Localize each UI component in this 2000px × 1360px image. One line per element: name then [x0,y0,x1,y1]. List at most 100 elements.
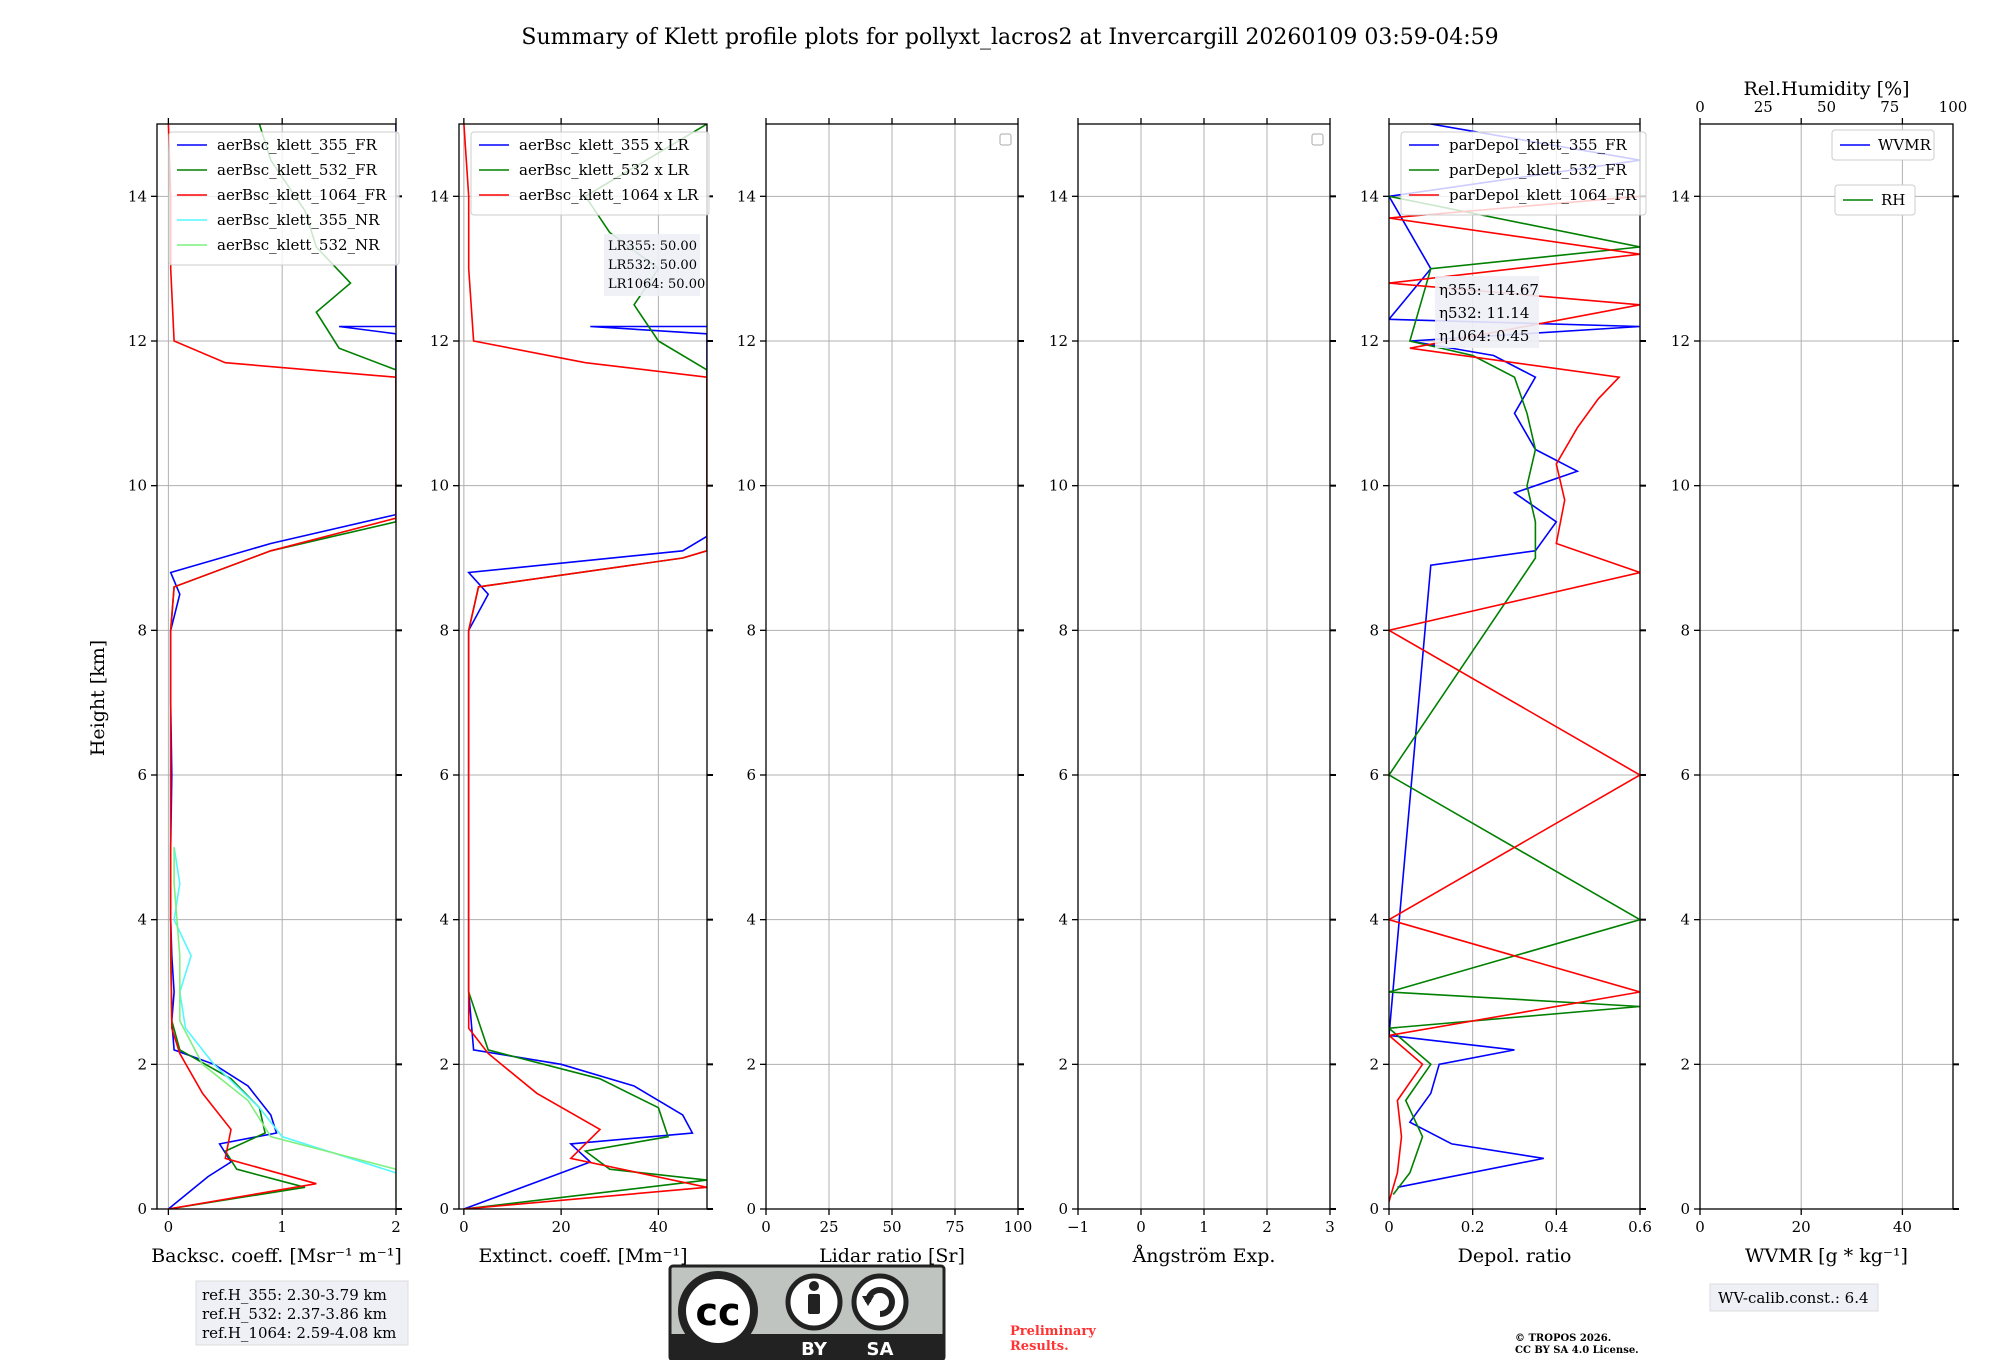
axes-frame [458,123,708,1210]
panel-depol: 0 2 4 6 8 10 12 14 0 0.2 0.4 0.6 Depol. ratio parDepo… [1360,118,1652,1267]
x-axis-label: Lidar ratio [Sr] [819,1245,965,1267]
y-tick-label: 6 [137,766,147,784]
top-x-tick-label: 75 [1880,98,1899,116]
y-tick-label: 0 [137,1200,147,1218]
y-tick-label: 0 [1058,1200,1068,1218]
legend-box [1834,184,1916,216]
y-tick-label: 14 [1671,187,1690,205]
x-tick-label: 20 [552,1218,571,1236]
x-tick-label: 0 [1695,1218,1705,1236]
y-tick-label: 6 [439,766,449,784]
legend-entry: aerBsc_klett_355 x LR [519,136,690,154]
ref-heights-box: ref.H_355: 2.30-3.79 km ref.H_532: 2.37-… [195,1280,409,1346]
y-tick-label: 8 [1058,621,1068,639]
y-tick-label: 12 [128,332,147,350]
y-tick-label: 2 [746,1055,756,1073]
y-tick-label: 4 [439,911,449,929]
x-tick-label: 1 [277,1218,287,1236]
x-tick-label: 0 [1136,1218,1146,1236]
eta-annotation-text: η355: 114.67 [1439,281,1539,299]
series-line-aerBsc_klett_355 x LR [463,325,707,1209]
lr-annotation-text: LR532: 50.00 [608,258,697,273]
wv-calib-bg [1709,1283,1879,1312]
x-tick-label: 0 [1384,1218,1394,1236]
series-line-aerBsc_klett_1064 x LR [463,124,707,1209]
y-tick-label: 8 [137,621,147,639]
x-tick-label: 40 [649,1218,668,1236]
eta-annotation-box [1435,276,1539,348]
x-tick-label: 0 [164,1218,174,1236]
y-tick-label: 10 [128,477,147,495]
axes-frame [156,123,397,1210]
y-tick-label: 10 [1049,477,1068,495]
axes-frame [1388,123,1641,1210]
y-tick-label: 4 [1058,911,1068,929]
legend-box [470,131,710,216]
lr-annotation-box [604,234,700,296]
sa-arrow-head [862,1296,874,1306]
ref-heights-bg [195,1280,409,1346]
y-tick-label: 6 [746,766,756,784]
top-x-tick-label: 100 [1939,98,1968,116]
y-tick-label: 0 [1680,1200,1690,1218]
series-group [167,124,396,1209]
legend-box [1831,129,1935,161]
eta-annotation-text: η532: 11.14 [1439,304,1529,322]
x-axis-label: Extinct. coeff. [Mm⁻¹] [478,1245,687,1267]
y-tick-label: 4 [137,911,147,929]
by-person-head [809,1281,819,1291]
y-axis-label: Height [km] [87,640,109,756]
legend-entry: parDepol_klett_532_FR [1449,161,1627,179]
series-line-aerBsc_klett_1064_FR [167,124,396,1209]
ref-height-532: ref.H_532: 2.37-3.86 km [202,1305,387,1323]
y-tick-label: 2 [1680,1055,1690,1073]
x-tick-label: 0 [761,1218,771,1236]
empty-legend-box [1311,133,1324,146]
lr-annotation-text: LR355: 50.00 [608,239,697,254]
series-line-parDepol_klett_532_FR [1389,195,1640,1195]
series-line-parDepol_klett_1064_FR [1389,195,1640,1203]
x-tick-label: 0.2 [1461,1218,1485,1236]
y-tick-label: 14 [1049,187,1068,205]
y-tick-label: 0 [746,1200,756,1218]
y-tick-label: 14 [737,187,756,205]
preliminary-line-2: Results. [1010,1339,1069,1354]
wv-calib-text: WV-calib.const.: 6.4 [1718,1289,1869,1307]
y-tick-label: 10 [430,477,449,495]
legend-box [1400,131,1647,216]
lr-annotation-text: LR1064: 50.00 [608,277,705,292]
sa-arrow-arc [865,1287,895,1317]
y-tick-label: 8 [439,621,449,639]
x-axis-label: Backsc. coeff. [Msr⁻¹ m⁻¹] [151,1245,402,1267]
ref-height-355: ref.H_355: 2.30-3.79 km [202,1286,387,1304]
x-tick-label: 2 [1262,1218,1272,1236]
y-tick-label: 6 [1369,766,1379,784]
y-tick-label: 4 [746,911,756,929]
x-tick-label: 0.6 [1628,1218,1652,1236]
legend-entry: WVMR [1878,136,1932,154]
x-tick-label: 3 [1325,1218,1335,1236]
legend-entry: aerBsc_klett_532_FR [217,161,377,179]
legend-entry: aerBsc_klett_1064 x LR [519,186,699,204]
axes-frame [1699,123,1954,1210]
panel-wv: 0 2 4 6 8 10 12 14 0 20 40 WVMR [g * kg⁻¹] 0 25 50 75 10… [1671,78,1967,1267]
y-tick-label: 14 [1360,187,1379,205]
x-tick-label: 0.4 [1544,1218,1568,1236]
copyright-line-2: CC BY SA 4.0 License. [1515,1345,1639,1356]
by-person-body [808,1294,820,1314]
y-tick-label: 10 [1360,477,1379,495]
x-tick-label: 75 [945,1218,964,1236]
legend-entry: parDepol_klett_1064_FR [1449,186,1637,204]
top-x-tick-label: 0 [1695,98,1705,116]
y-tick-label: 0 [439,1200,449,1218]
series-line-aerBsc_klett_355_NR [173,847,396,1174]
legend-entry: aerBsc_klett_532 x LR [519,161,690,179]
y-tick-label: 8 [1680,621,1690,639]
y-tick-label: 12 [737,332,756,350]
top-x-tick-label: 50 [1817,98,1836,116]
x-tick-label: 0 [459,1218,469,1236]
y-tick-label: 2 [1058,1055,1068,1073]
legend-entry: aerBsc_klett_532_NR [217,236,380,254]
x-tick-label: 1 [1199,1218,1209,1236]
